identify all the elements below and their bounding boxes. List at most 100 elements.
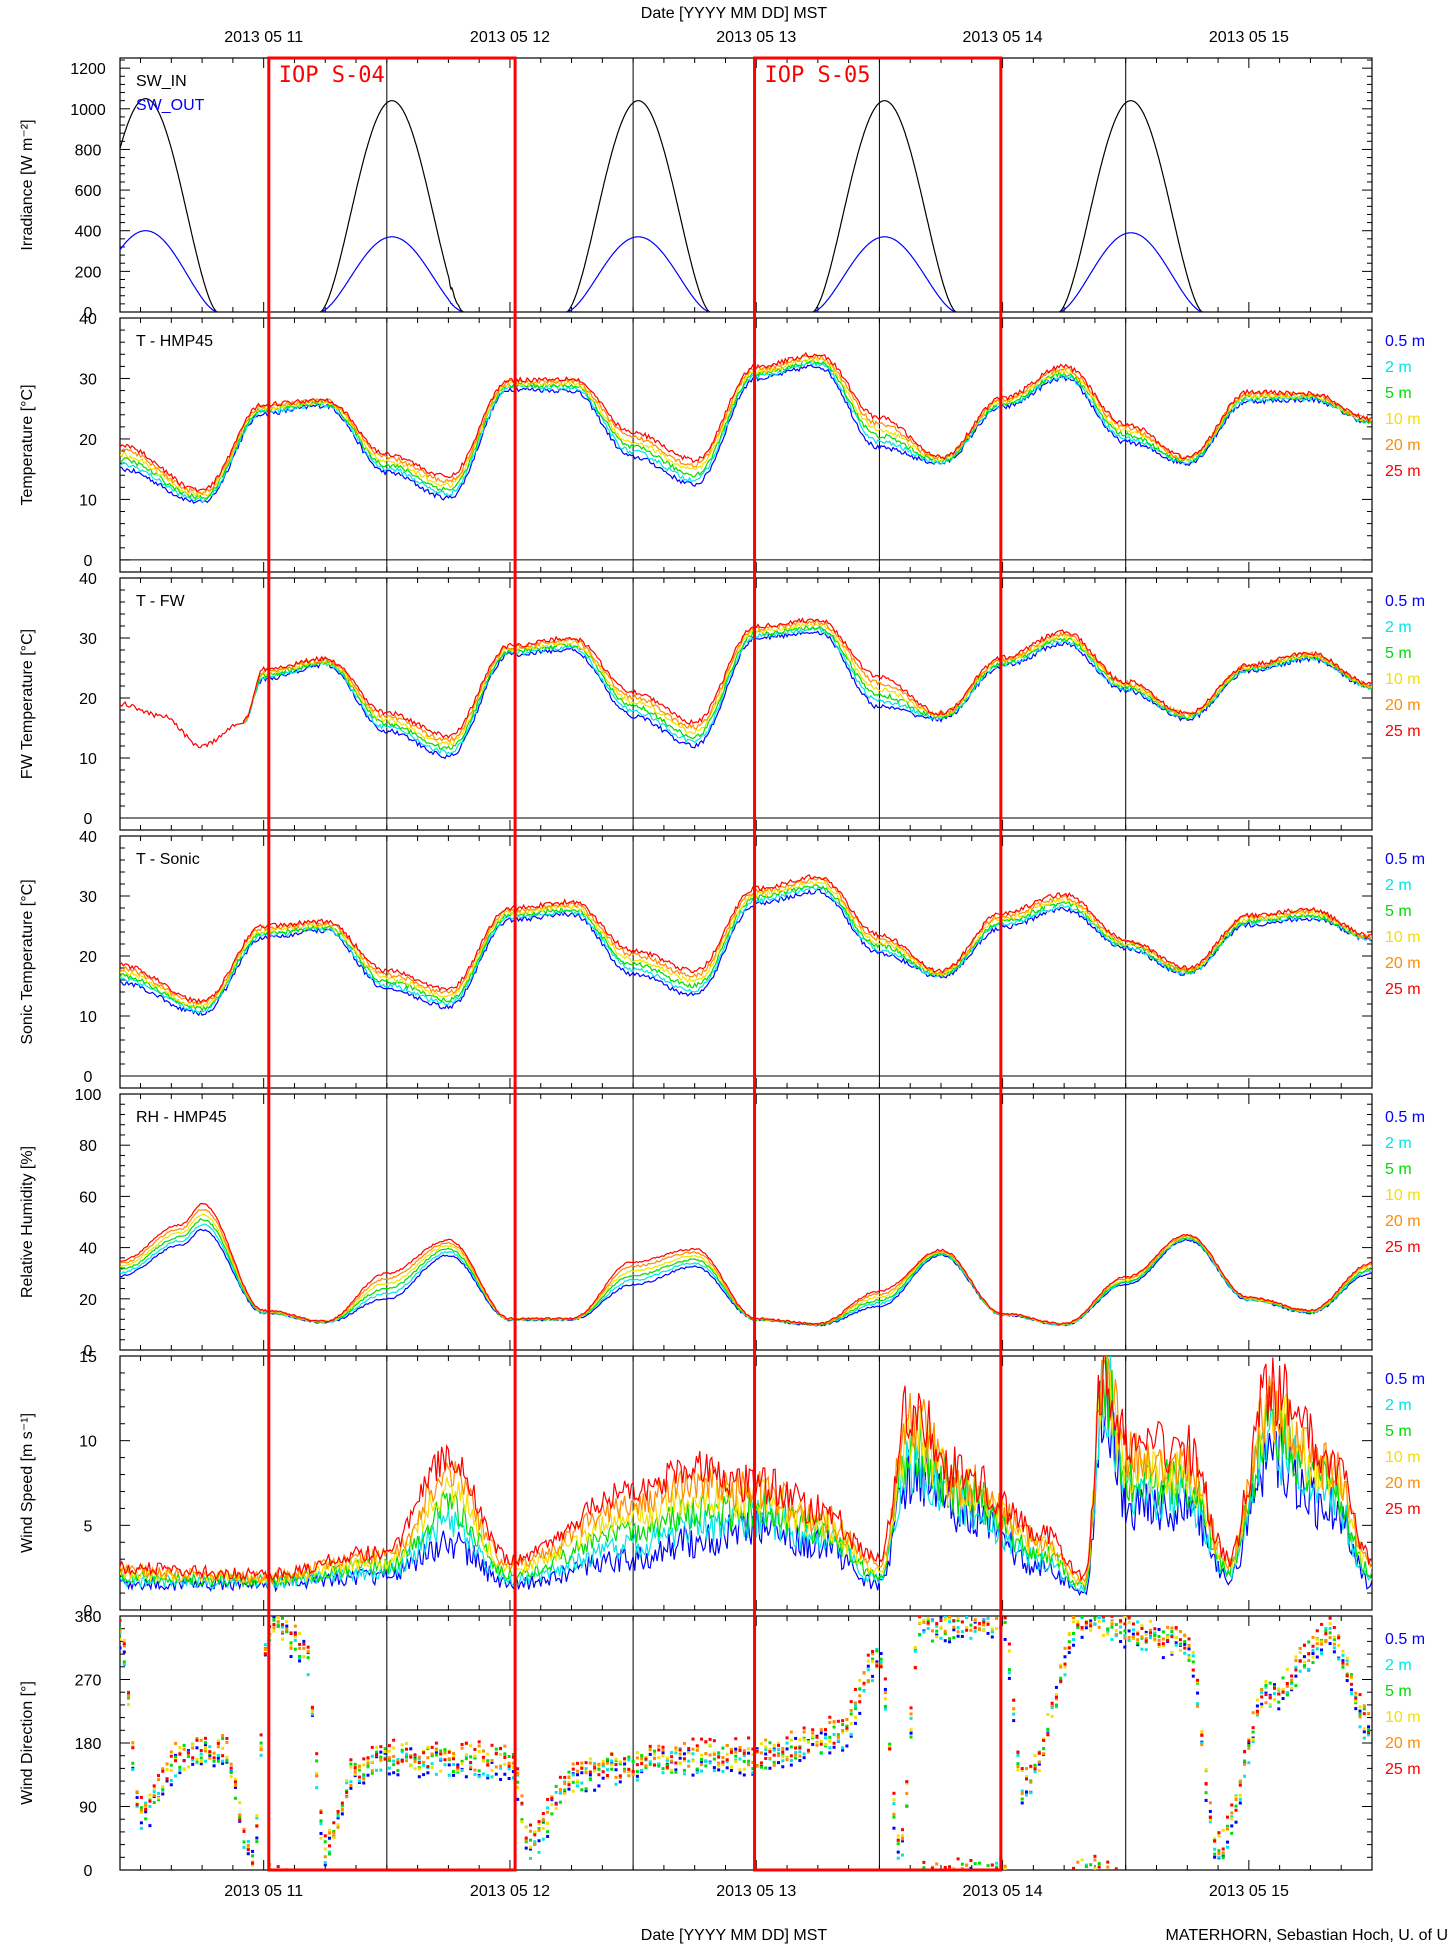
bottom-date-label: 2013 05 11 — [224, 1883, 303, 1900]
direction-point — [734, 1760, 738, 1764]
direction-point — [1264, 1680, 1268, 1684]
direction-point — [135, 1795, 139, 1799]
direction-point — [191, 1756, 195, 1760]
direction-point — [426, 1745, 430, 1749]
direction-point — [849, 1722, 853, 1726]
direction-point — [1332, 1646, 1336, 1650]
direction-point — [1187, 1647, 1191, 1651]
direction-point — [580, 1761, 584, 1765]
direction-point — [605, 1761, 609, 1765]
direction-point — [883, 1691, 887, 1695]
direction-point — [832, 1741, 836, 1745]
iop-box — [753, 56, 1003, 1872]
direction-point — [340, 1807, 344, 1811]
direction-point — [546, 1810, 550, 1814]
series-level-3 — [120, 1213, 1372, 1326]
direction-point — [280, 1625, 284, 1629]
direction-point — [486, 1752, 490, 1756]
direction-point — [567, 1783, 571, 1787]
direction-point — [541, 1826, 545, 1830]
direction-point — [627, 1769, 631, 1773]
direction-point — [995, 1627, 999, 1631]
direction-point — [969, 1636, 973, 1640]
direction-point — [943, 1865, 947, 1869]
direction-point — [191, 1758, 195, 1762]
direction-point — [212, 1756, 216, 1760]
direction-point — [1089, 1624, 1093, 1628]
direction-point — [152, 1786, 156, 1790]
direction-point — [332, 1831, 336, 1835]
direction-point — [824, 1728, 828, 1732]
direction-point — [742, 1754, 746, 1758]
y-tick-label: 20 — [79, 949, 97, 966]
direction-point — [751, 1760, 755, 1764]
direction-point — [276, 1865, 280, 1869]
direction-point — [1067, 1651, 1071, 1655]
direction-point — [644, 1757, 648, 1761]
direction-point — [383, 1751, 387, 1755]
direction-point — [524, 1846, 528, 1850]
direction-point — [486, 1774, 490, 1778]
legend-level: 20 m — [1385, 955, 1421, 972]
direction-point — [965, 1616, 969, 1619]
direction-point — [588, 1770, 592, 1774]
direction-point — [541, 1817, 545, 1821]
direction-point — [866, 1680, 870, 1684]
direction-point — [221, 1754, 225, 1758]
y-axis-label: Temperature [°C] — [19, 384, 36, 505]
direction-point — [1264, 1693, 1268, 1697]
direction-point — [139, 1806, 143, 1810]
direction-point — [144, 1803, 148, 1807]
direction-point — [302, 1639, 306, 1643]
direction-point — [1294, 1674, 1298, 1678]
direction-point — [165, 1762, 169, 1766]
direction-point — [409, 1755, 413, 1759]
direction-point — [1213, 1839, 1217, 1843]
direction-point — [1221, 1847, 1225, 1851]
direction-point — [537, 1839, 541, 1843]
direction-point — [204, 1743, 208, 1747]
direction-point — [392, 1771, 396, 1775]
direction-point — [811, 1735, 815, 1739]
direction-point — [353, 1772, 357, 1776]
direction-point — [499, 1766, 503, 1770]
direction-point — [836, 1739, 840, 1743]
direction-point — [276, 1616, 280, 1620]
direction-point — [511, 1776, 515, 1780]
direction-point — [1114, 1632, 1118, 1636]
direction-point — [353, 1762, 357, 1766]
direction-point — [1302, 1643, 1306, 1647]
direction-point — [302, 1654, 306, 1658]
direction-point — [721, 1760, 725, 1764]
direction-point — [387, 1744, 391, 1748]
direction-point — [1247, 1737, 1251, 1741]
direction-point — [644, 1755, 648, 1759]
direction-point — [922, 1630, 926, 1634]
direction-point — [764, 1756, 768, 1760]
direction-point — [490, 1768, 494, 1772]
direction-point — [567, 1770, 571, 1774]
panel-title: T - HMP45 — [136, 333, 213, 350]
direction-point — [700, 1769, 704, 1773]
plot-area — [120, 1202, 1372, 1327]
direction-point — [473, 1768, 477, 1772]
direction-point — [340, 1804, 344, 1808]
direction-point — [828, 1739, 832, 1743]
direction-point — [755, 1749, 759, 1753]
direction-point — [417, 1775, 421, 1779]
direction-point — [1012, 1707, 1016, 1711]
direction-point — [943, 1616, 947, 1618]
direction-point — [357, 1768, 361, 1772]
direction-point — [935, 1633, 939, 1637]
direction-point — [1345, 1674, 1349, 1678]
legend-level: 25 m — [1385, 1239, 1421, 1256]
direction-point — [665, 1759, 669, 1763]
direction-point — [554, 1784, 558, 1788]
direction-point — [691, 1773, 695, 1777]
direction-point — [195, 1757, 199, 1761]
direction-point — [1200, 1733, 1204, 1737]
direction-point — [375, 1750, 379, 1754]
direction-point — [357, 1775, 361, 1779]
direction-point — [1208, 1815, 1212, 1819]
direction-point — [1264, 1701, 1268, 1705]
